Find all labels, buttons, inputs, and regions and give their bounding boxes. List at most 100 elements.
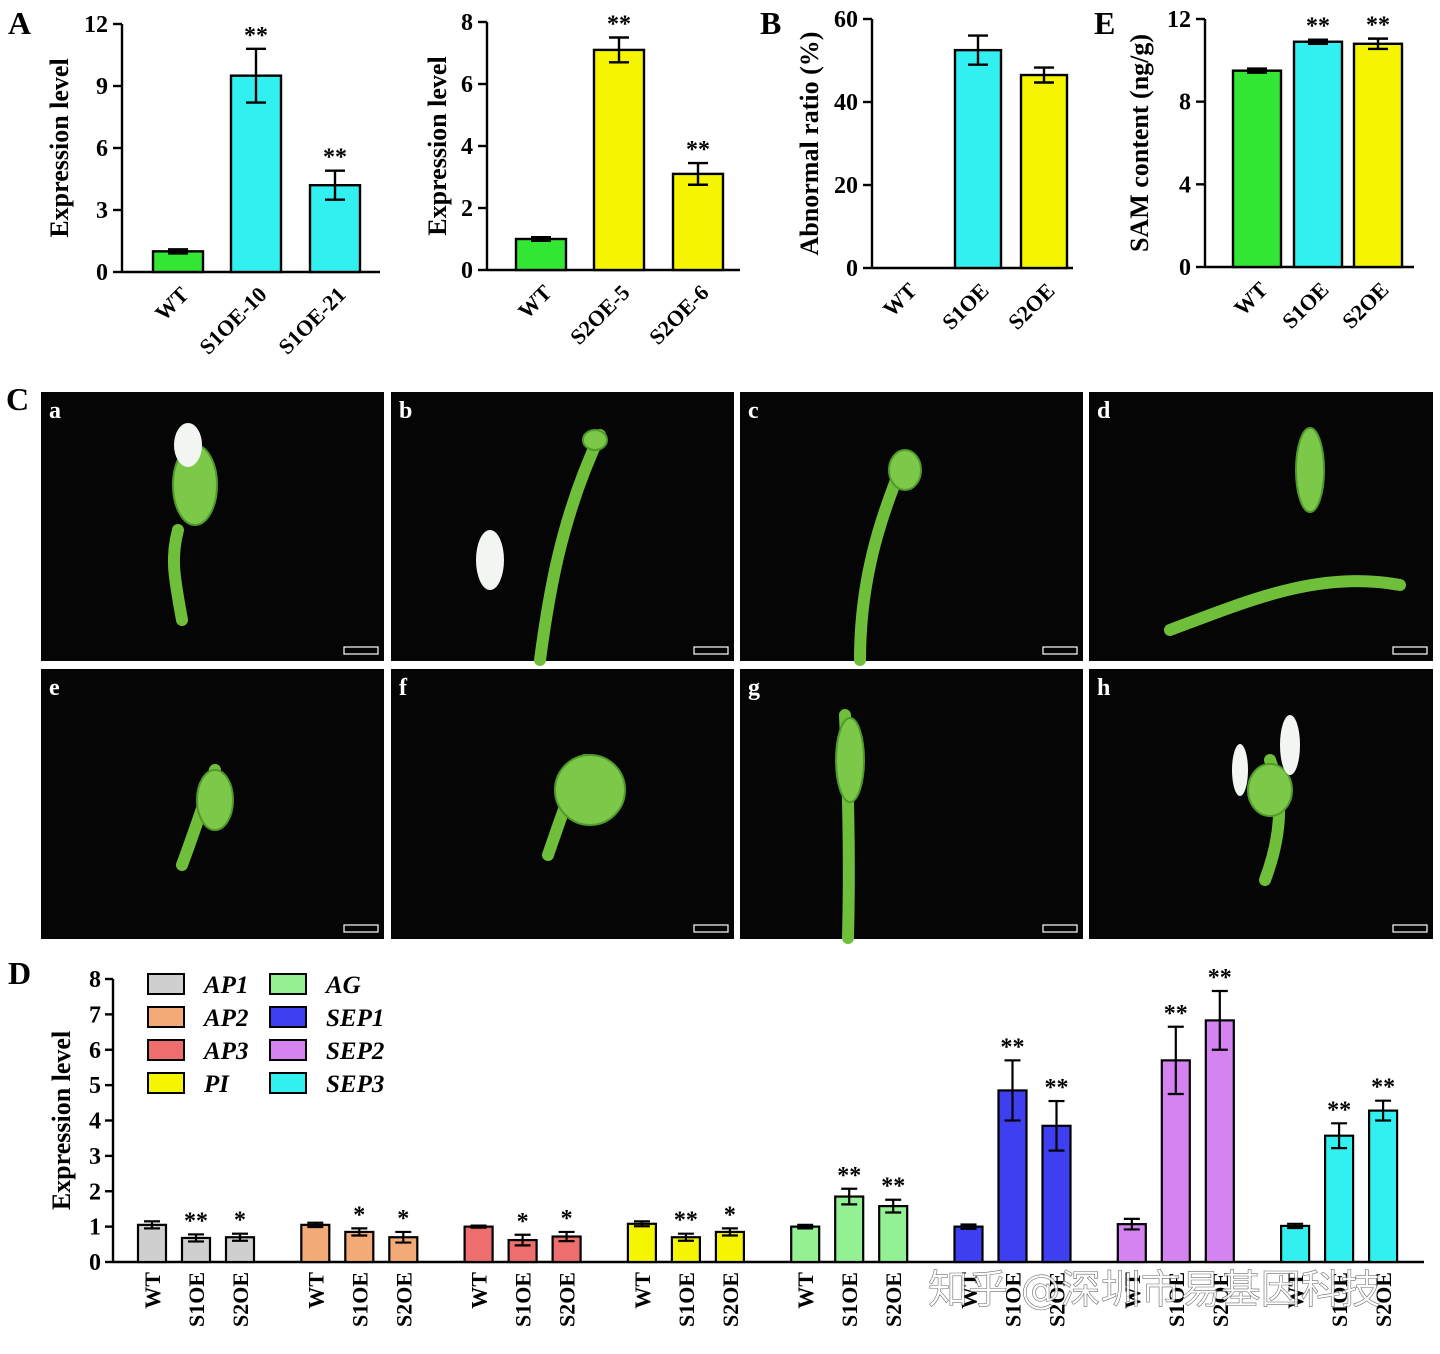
bar (878, 1205, 909, 1264)
bar (300, 1223, 331, 1264)
flower-photo: d (1089, 392, 1433, 661)
y-axis-label: Abnormal ratio (%) (795, 32, 824, 256)
x-tick-label: S2OE (718, 1272, 743, 1327)
x-tick-label: WT (1229, 277, 1273, 321)
x-tick-label: WT (513, 280, 557, 324)
flower-petal (174, 423, 202, 467)
legend-label: SEP3 (326, 1071, 384, 1098)
y-tick-label: 8 (461, 10, 473, 36)
y-tick-label: 0 (89, 1250, 101, 1276)
flower-photo-grid: a b c d e f g h (41, 392, 1433, 944)
panel-letter-c: C (6, 381, 29, 417)
chart-panel-b: 0 20 40 60 Abnormal ratio (%) WT S1OE S2OE (795, 7, 1073, 334)
flower-petal (1232, 744, 1248, 796)
significance-label: ** (881, 1174, 905, 1200)
x-tick-label: S1OE-21 (273, 282, 350, 359)
x-tick-label: S2OE-5 (565, 280, 635, 350)
significance-label: * (561, 1206, 573, 1232)
x-tick-label: WT (1120, 1272, 1145, 1309)
y-axis-label: SAM content (ng/g) (1125, 34, 1154, 252)
legend-swatch (147, 1006, 185, 1028)
plant-stem (854, 464, 906, 666)
x-tick-label: S1OE (674, 1272, 699, 1327)
legend-swatch (147, 1072, 185, 1094)
y-tick-label: 7 (89, 1002, 101, 1028)
legend-item: AP2 (147, 1005, 248, 1032)
y-tick-label: 2 (89, 1179, 101, 1205)
y-tick-label: 6 (96, 136, 108, 162)
x-tick-label: S1OE (184, 1272, 209, 1327)
chart-panel-a-s2: 0 2 4 6 8 Expression level WT ** S2OE-5 ** S2OE-6 (423, 10, 740, 349)
legend-swatch (269, 1006, 307, 1028)
y-tick-label: 0 (1179, 255, 1191, 281)
significance-label: ** (686, 137, 710, 163)
legend-swatch (269, 973, 307, 995)
photo-background (41, 392, 384, 661)
legend-item: SEP2 (269, 1038, 384, 1065)
photo-label: e (49, 675, 60, 701)
flower-bud (554, 754, 626, 826)
chart-panel-a-s1: 0 3 6 9 12 Expression level WT ** S1OE-10 ** S1OE-… (45, 12, 380, 359)
photo-label: c (748, 398, 759, 424)
photo-background (1089, 392, 1433, 661)
bar (1367, 1109, 1399, 1264)
x-tick-label: S1OE (937, 278, 994, 335)
x-tick-label: S1OE (511, 1272, 536, 1327)
bar (229, 74, 283, 274)
y-tick-label: 5 (89, 1073, 101, 1099)
y-tick-label: 40 (834, 90, 858, 116)
y-tick-label: 4 (461, 134, 473, 160)
photo-label: b (399, 398, 412, 424)
x-tick-label: S1OE (837, 1272, 862, 1327)
y-tick-label: 8 (1179, 90, 1191, 116)
significance-label: ** (184, 1208, 208, 1234)
photo-label: d (1097, 398, 1111, 424)
legend-label: AP2 (202, 1005, 248, 1032)
plant-stem (1164, 575, 1406, 636)
x-tick-label: WT (150, 282, 194, 326)
y-tick-label: 2 (461, 196, 473, 222)
photo-label: f (399, 675, 408, 701)
photo-label: h (1097, 675, 1110, 701)
x-tick-label: S2OE (555, 1272, 580, 1327)
x-tick-label: S2OE (1208, 1272, 1233, 1327)
y-tick-label: 1 (89, 1215, 101, 1241)
bar (1323, 1134, 1355, 1264)
y-tick-label: 4 (1179, 172, 1191, 198)
watermark-text: 知乎 @深圳市易基因科技 (928, 1267, 1381, 1313)
x-tick-label: S2OE (391, 1272, 416, 1327)
bar (626, 1222, 658, 1264)
scale-bar (1392, 924, 1428, 933)
x-tick-label: WT (467, 1272, 492, 1309)
significance-label: ** (1371, 1075, 1395, 1101)
legend-label: SEP2 (326, 1038, 384, 1065)
flower-photo: g (740, 669, 1083, 939)
legend-item: SEP1 (269, 1005, 384, 1032)
flower-photo: a (41, 392, 384, 661)
bar (953, 48, 1003, 270)
photo-background (740, 669, 1083, 939)
y-tick-label: 3 (89, 1144, 101, 1170)
significance-label: * (517, 1209, 529, 1235)
x-tick-label: WT (630, 1272, 655, 1309)
bar (308, 183, 362, 274)
flower-petal (476, 530, 504, 590)
y-axis-label: Expression level (47, 1031, 76, 1210)
x-tick-label: WT (303, 1272, 328, 1309)
legend-item: SEP3 (269, 1071, 384, 1098)
x-tick-label: S1OE (1001, 1272, 1026, 1327)
significance-label: * (234, 1208, 246, 1234)
flower-bud (1247, 763, 1293, 817)
significance-label: ** (1208, 965, 1232, 991)
y-tick-label: 12 (84, 12, 108, 38)
plant-stem (167, 524, 188, 626)
panel-letter-b: B (760, 5, 781, 41)
flower-bud (582, 429, 608, 451)
significance-label: * (724, 1202, 736, 1228)
x-tick-label: S2OE (1371, 1272, 1396, 1327)
x-tick-label: S1OE (1277, 277, 1334, 334)
flower-petal (1280, 715, 1300, 775)
bar (953, 1225, 984, 1264)
bar (1231, 69, 1283, 269)
panel-letter-d: D (8, 955, 31, 991)
